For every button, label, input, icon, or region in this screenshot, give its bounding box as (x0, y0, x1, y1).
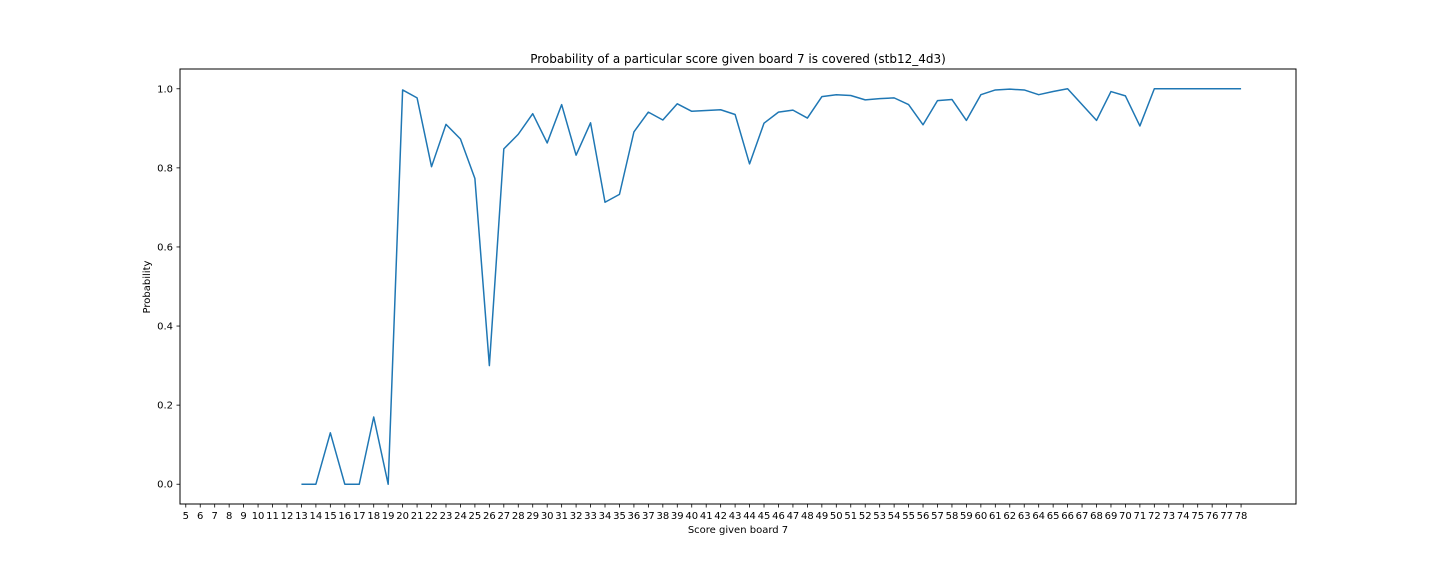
y-tick-label: 0.8 (157, 163, 173, 174)
x-tick-label: 77 (1220, 511, 1233, 522)
x-axis-ticks: 5 6 7 8 9 10 11 12 13 14 15 16 17 18 19 20 21 22 23 24 25 26 2… (183, 504, 1248, 522)
x-tick-label: 10 (252, 511, 265, 522)
x-tick-label: 20 (396, 511, 409, 522)
y-axis-title: Probability (142, 260, 153, 313)
x-tick-label: 62 (1003, 511, 1016, 522)
x-tick-label: 16 (338, 511, 351, 522)
x-tick-label: 15 (324, 511, 337, 522)
x-tick-label: 39 (671, 511, 684, 522)
x-tick-label: 45 (758, 511, 771, 522)
x-tick-label: 32 (570, 511, 583, 522)
x-tick-label: 70 (1119, 511, 1132, 522)
x-tick-label: 12 (281, 511, 294, 522)
x-tick-label: 65 (1047, 511, 1060, 522)
x-tick-label: 29 (526, 511, 539, 522)
y-tick-label: 0.2 (157, 401, 173, 412)
x-tick-label: 5 (183, 511, 189, 522)
x-tick-label: 48 (801, 511, 814, 522)
series-line (301, 88, 1242, 485)
x-tick-label: 34 (599, 511, 612, 522)
x-tick-label: 66 (1061, 511, 1074, 522)
x-tick-label: 18 (367, 511, 380, 522)
y-axis-ticks: 0.0 0.2 0.4 0.6 0.8 1.0 (157, 84, 180, 491)
x-tick-label: 30 (541, 511, 554, 522)
x-tick-label: 63 (1018, 511, 1031, 522)
x-tick-label: 46 (772, 511, 785, 522)
x-tick-label: 9 (240, 511, 246, 522)
x-tick-label: 6 (197, 511, 203, 522)
x-tick-label: 40 (685, 511, 698, 522)
x-tick-label: 41 (700, 511, 713, 522)
x-tick-label: 23 (440, 511, 453, 522)
x-tick-label: 36 (628, 511, 641, 522)
x-tick-label: 17 (353, 511, 366, 522)
x-tick-label: 37 (642, 511, 655, 522)
x-tick-label: 26 (483, 511, 496, 522)
x-tick-label: 21 (411, 511, 424, 522)
x-tick-label: 58 (946, 511, 959, 522)
y-tick-label: 0.4 (157, 322, 173, 333)
x-tick-label: 67 (1076, 511, 1089, 522)
x-tick-label: 71 (1134, 511, 1147, 522)
x-tick-label: 43 (729, 511, 742, 522)
x-tick-label: 69 (1105, 511, 1118, 522)
x-tick-label: 55 (902, 511, 915, 522)
x-tick-label: 33 (584, 511, 597, 522)
chart-title: Probability of a particular score given … (530, 52, 946, 66)
x-tick-label: 68 (1090, 511, 1103, 522)
x-tick-label: 51 (844, 511, 857, 522)
x-tick-label: 44 (743, 511, 756, 522)
x-tick-label: 11 (266, 511, 279, 522)
x-tick-label: 31 (555, 511, 568, 522)
x-tick-label: 27 (497, 511, 510, 522)
x-tick-label: 7 (212, 511, 218, 522)
plot-frame (179, 68, 1297, 505)
x-tick-label: 49 (815, 511, 828, 522)
x-tick-label: 14 (310, 511, 323, 522)
x-tick-label: 13 (295, 511, 308, 522)
x-tick-label: 38 (656, 511, 669, 522)
x-tick-label: 60 (974, 511, 987, 522)
x-tick-label: 59 (960, 511, 973, 522)
x-tick-label: 57 (931, 511, 944, 522)
x-tick-label: 61 (989, 511, 1002, 522)
x-tick-label: 78 (1235, 511, 1248, 522)
x-tick-label: 47 (787, 511, 800, 522)
x-tick-label: 35 (613, 511, 626, 522)
x-tick-label: 22 (425, 511, 438, 522)
x-tick-label: 50 (830, 511, 843, 522)
y-tick-label: 0.0 (157, 480, 173, 491)
y-tick-label: 1.0 (157, 84, 173, 95)
x-tick-label: 72 (1148, 511, 1161, 522)
x-tick-label: 64 (1032, 511, 1045, 522)
x-tick-label: 76 (1206, 511, 1219, 522)
x-tick-label: 19 (382, 511, 395, 522)
x-tick-label: 73 (1162, 511, 1175, 522)
x-tick-label: 75 (1191, 511, 1204, 522)
x-tick-label: 42 (714, 511, 727, 522)
x-tick-label: 56 (917, 511, 930, 522)
x-tick-label: 8 (226, 511, 232, 522)
x-tick-label: 53 (873, 511, 886, 522)
x-tick-label: 28 (512, 511, 525, 522)
y-tick-label: 0.6 (157, 242, 173, 253)
x-axis-title: Score given board 7 (688, 525, 788, 536)
x-tick-label: 52 (859, 511, 872, 522)
x-tick-label: 24 (454, 511, 467, 522)
x-tick-label: 25 (469, 511, 482, 522)
x-tick-label: 74 (1177, 511, 1190, 522)
x-tick-label: 54 (888, 511, 901, 522)
